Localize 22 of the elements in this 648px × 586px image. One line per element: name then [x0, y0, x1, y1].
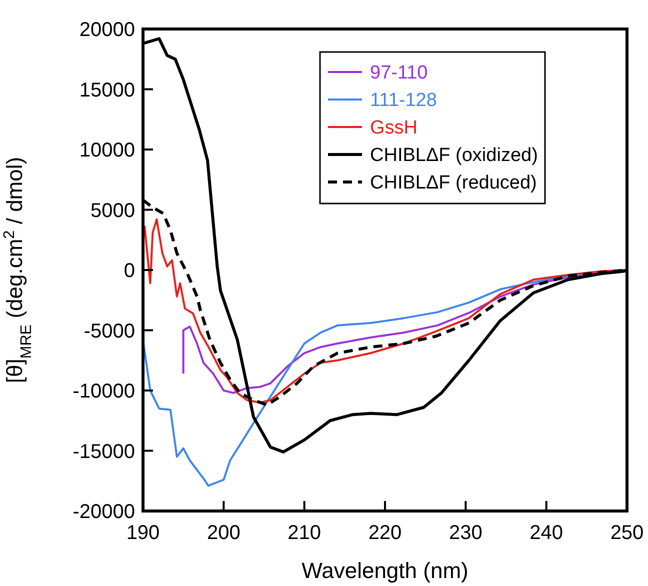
legend-label: GssH [370, 118, 418, 139]
x-tick-label: 210 [288, 522, 322, 544]
x-tick-label: 240 [530, 522, 564, 544]
y-tick-label: -10000 [72, 380, 135, 402]
x-tick-label: 220 [368, 522, 402, 544]
y-tick-label: -5000 [84, 320, 135, 342]
legend-label: CHIBLΔF (oxidized) [370, 145, 538, 166]
legend-label: 97-110 [370, 62, 428, 84]
y-tick-label: 20000 [79, 19, 135, 41]
legend-label: 111-128 [370, 90, 437, 112]
x-tick-label: 230 [448, 522, 482, 544]
y-tick-label: -20000 [72, 501, 135, 523]
y-tick-label: 10000 [79, 140, 135, 162]
x-axis-title: Wavelength (nm) [302, 558, 468, 583]
x-tick-label: 190 [126, 522, 160, 544]
x-tick-label: 250 [610, 522, 644, 544]
y-tick-label: 15000 [79, 79, 135, 102]
x-tick-label: 200 [206, 522, 240, 544]
legend-label: CHIBLΔF (reduced) [370, 172, 537, 194]
y-tick-label: -15000 [72, 440, 135, 463]
y-tick-label: 0 [124, 260, 135, 282]
y-tick-label: 5000 [90, 200, 135, 222]
